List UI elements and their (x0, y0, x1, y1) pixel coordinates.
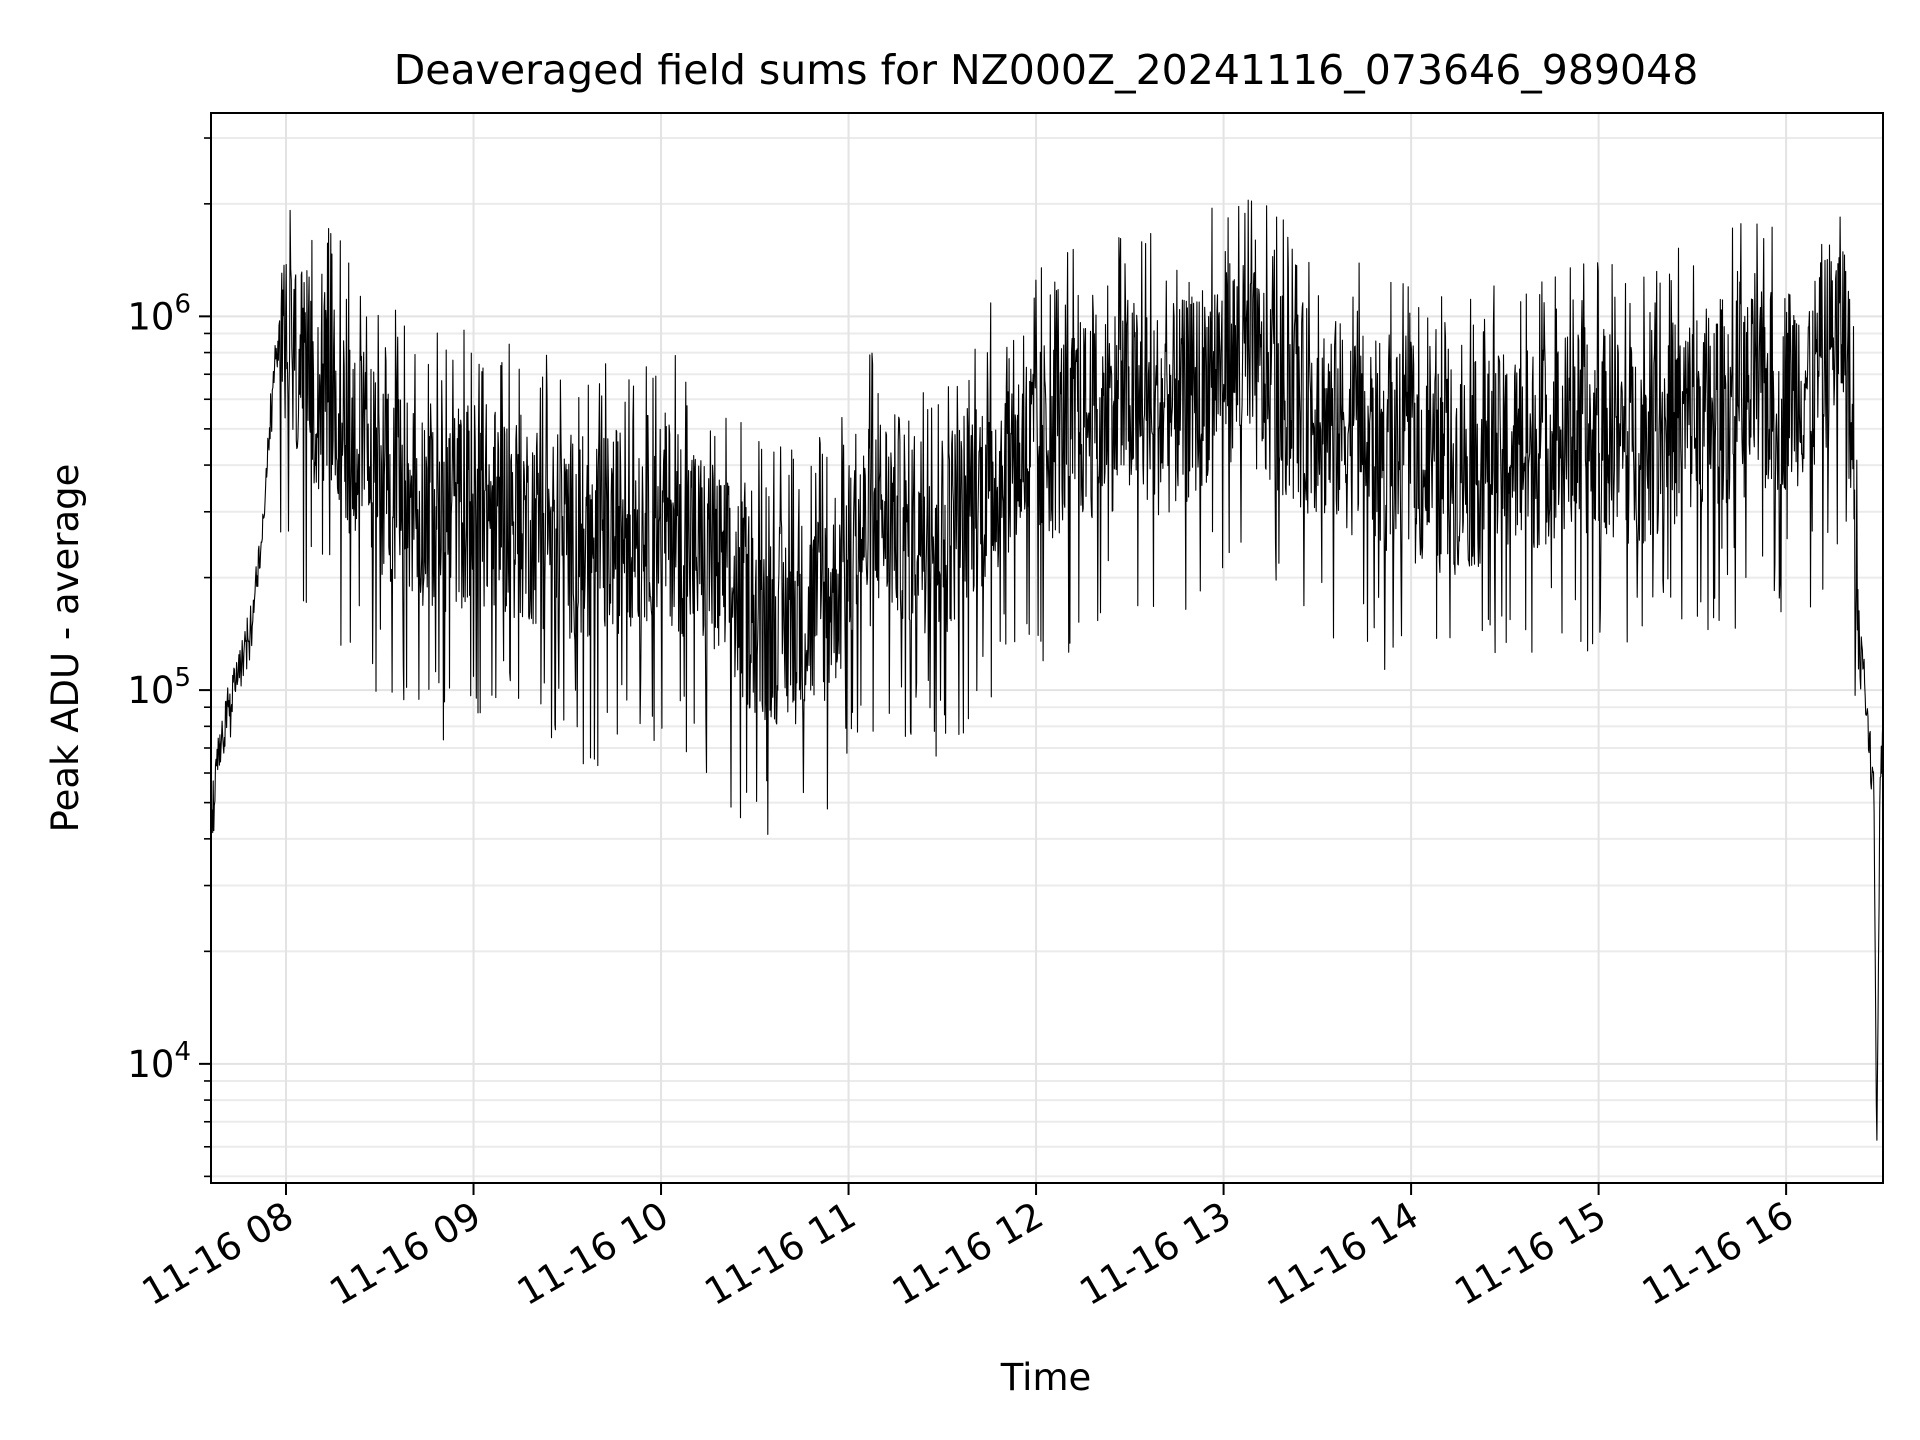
y-tick-label: 106 (127, 289, 191, 338)
y-tick-label: 104 (127, 1037, 191, 1086)
series-group (210, 199, 1884, 1141)
plot-frame (210, 112, 1884, 1184)
chart-title: Deaveraged field sums for NZ000Z_2024111… (394, 46, 1699, 94)
series-line (210, 199, 1884, 1141)
y-axis-label: Peak ADU - average (44, 464, 87, 833)
y-tick-label: 105 (127, 663, 191, 712)
x-axis-label: Time (1000, 1356, 1092, 1399)
